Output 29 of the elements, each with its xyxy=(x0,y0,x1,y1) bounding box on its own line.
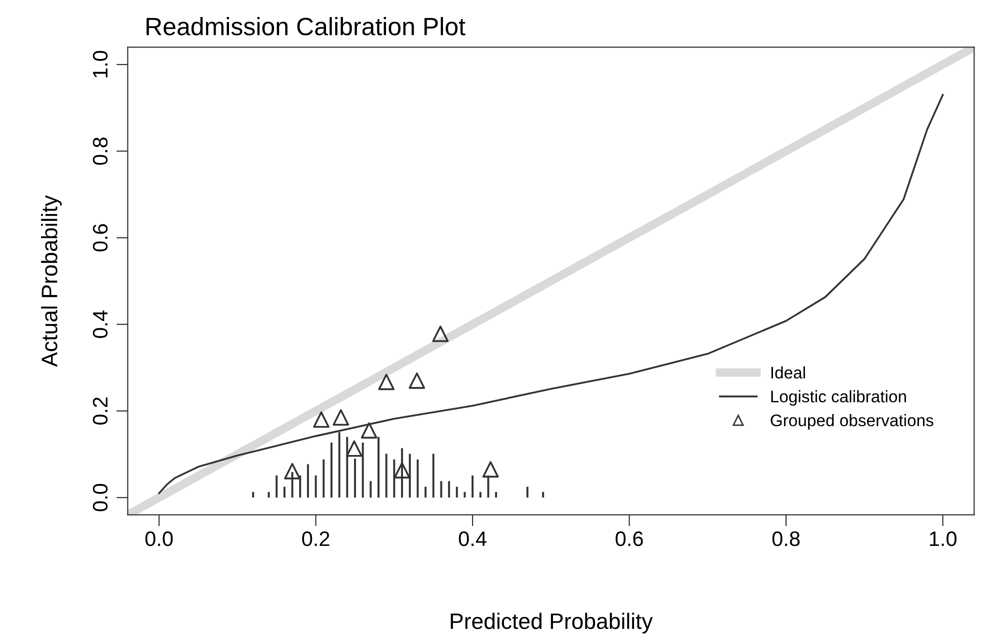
point xyxy=(360,422,378,439)
point xyxy=(313,411,330,428)
y-tick-label: 0.8 xyxy=(92,138,108,165)
x-axis-title: Predicted Probability xyxy=(450,612,653,634)
x-tick-label: 1.0 xyxy=(930,531,956,546)
y-tick-label: 1.0 xyxy=(92,50,108,78)
y-tick-label: 0.2 xyxy=(92,398,108,425)
point xyxy=(284,462,300,480)
y-axis-title: Actual Probability xyxy=(41,195,62,367)
line-series xyxy=(158,94,944,494)
point xyxy=(346,440,362,457)
x-tick-label: 0.0 xyxy=(145,531,173,546)
legend-label: Grouped observations xyxy=(770,414,934,430)
x-tick-label: 0.4 xyxy=(458,531,486,546)
y-tick-label: 0.0 xyxy=(92,484,108,512)
x-tick-label: 0.2 xyxy=(302,531,330,546)
chart-title: Readmission Calibration Plot xyxy=(146,17,466,36)
y-tick-label: 0.6 xyxy=(92,224,108,252)
y-tick-label: 0.4 xyxy=(92,310,108,338)
point xyxy=(332,409,350,426)
point xyxy=(482,461,499,478)
point xyxy=(394,462,410,478)
point xyxy=(378,374,395,390)
legend-label: Ideal xyxy=(771,366,805,379)
point xyxy=(432,326,449,342)
x-tick-label: 0.6 xyxy=(616,531,643,546)
point xyxy=(408,372,426,389)
x-tick-label: 0.8 xyxy=(772,531,800,546)
legend-label: Logistic calibration xyxy=(771,390,906,406)
